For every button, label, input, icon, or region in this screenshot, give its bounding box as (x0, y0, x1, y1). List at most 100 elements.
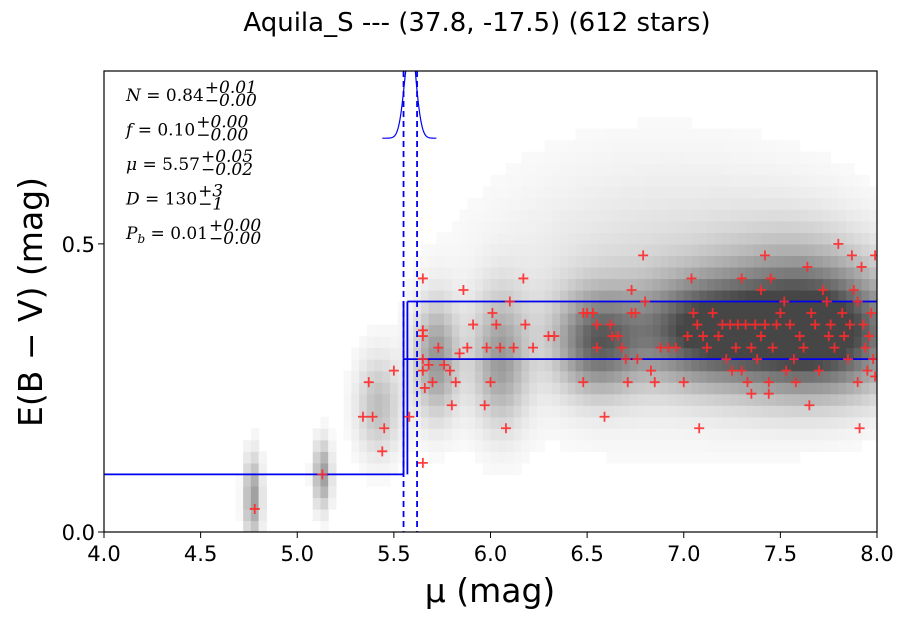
density-cell (745, 266, 754, 280)
density-cell (567, 209, 577, 222)
density-cell (676, 393, 685, 406)
density-cell (629, 382, 638, 395)
density-cell (575, 393, 584, 406)
star-point (852, 296, 863, 307)
density-cell (776, 243, 785, 256)
density-cell (714, 266, 723, 280)
density-cell (776, 336, 785, 349)
density-cell (761, 174, 770, 187)
density-cell (822, 232, 832, 245)
density-cell (560, 140, 569, 153)
density-cell (730, 428, 739, 441)
density-cell (328, 439, 337, 452)
density-cell (544, 405, 553, 418)
density-cell (683, 289, 693, 303)
density-cell (614, 405, 623, 418)
density-cell (444, 324, 453, 337)
density-cell (621, 393, 631, 406)
star-point (504, 296, 515, 307)
star-point (377, 446, 388, 457)
density-cell (560, 174, 569, 187)
star-point (844, 319, 855, 330)
density-cell (382, 347, 391, 360)
density-cell (359, 439, 368, 452)
density-cell (328, 428, 337, 441)
density-cell (846, 266, 855, 280)
density-cell (482, 255, 492, 268)
density-cell (606, 439, 615, 452)
density-cell (575, 382, 584, 395)
density-cell (768, 370, 778, 383)
density-cell (529, 151, 538, 164)
density-cell (722, 266, 731, 280)
density-cell (405, 347, 414, 360)
density-cell (529, 197, 538, 210)
density-cell (629, 278, 638, 291)
density-cell (629, 451, 638, 464)
density-cell (444, 393, 453, 406)
density-cell (645, 324, 654, 337)
density-cell (420, 428, 430, 441)
density-cell (436, 266, 445, 280)
density-cell (683, 163, 693, 176)
density-cell (668, 336, 677, 349)
star-point (317, 469, 328, 480)
density-cell (436, 313, 445, 326)
density-cell (397, 439, 407, 452)
density-cell (490, 255, 499, 268)
density-cell (861, 243, 870, 256)
density-cell (830, 266, 839, 280)
density-cell (815, 405, 824, 418)
density-cell (436, 439, 445, 452)
density-cell (606, 163, 615, 176)
density-cell (536, 405, 546, 418)
density-cell (652, 289, 662, 303)
density-cell (606, 451, 615, 464)
density-cell (745, 151, 754, 164)
density-cell (822, 405, 832, 418)
density-cell (544, 255, 553, 268)
density-cell (822, 209, 832, 222)
star-point (707, 308, 718, 319)
density-cell (575, 128, 584, 141)
density-cell (637, 140, 646, 153)
density-cell (567, 220, 577, 233)
density-cell (668, 255, 677, 268)
density-cell (822, 439, 832, 452)
density-cell (776, 220, 785, 233)
density-cell (621, 439, 631, 452)
y-tick-label: 0.5 (62, 233, 95, 257)
density-cell (830, 197, 839, 210)
star-point (578, 377, 589, 388)
density-cell (676, 313, 685, 326)
density-cell (629, 140, 638, 153)
density-cell (467, 255, 476, 268)
density-cell (428, 347, 437, 360)
density-cell (691, 174, 700, 187)
density-cell (467, 324, 476, 337)
density-cell (536, 336, 546, 349)
density-cell (691, 393, 700, 406)
density-cell (382, 359, 391, 372)
density-cell (498, 220, 507, 233)
density-cell (505, 370, 515, 383)
density-cell (536, 174, 546, 187)
density-cell (645, 451, 654, 464)
star-point (620, 354, 631, 365)
density-cell (838, 266, 847, 280)
density-cell (366, 416, 376, 429)
density-cell (807, 416, 816, 429)
density-cell (846, 324, 855, 337)
density-cell (791, 289, 801, 303)
density-cell (737, 370, 747, 383)
density-cell (791, 209, 801, 222)
density-cell (552, 243, 561, 256)
density-cell (498, 174, 507, 187)
density-cell (598, 439, 608, 452)
density-cell (583, 163, 592, 176)
density-cell (606, 255, 615, 268)
density-cell (475, 451, 484, 464)
density-cell (467, 370, 476, 383)
density-cell (815, 301, 824, 314)
density-cell (853, 313, 863, 326)
